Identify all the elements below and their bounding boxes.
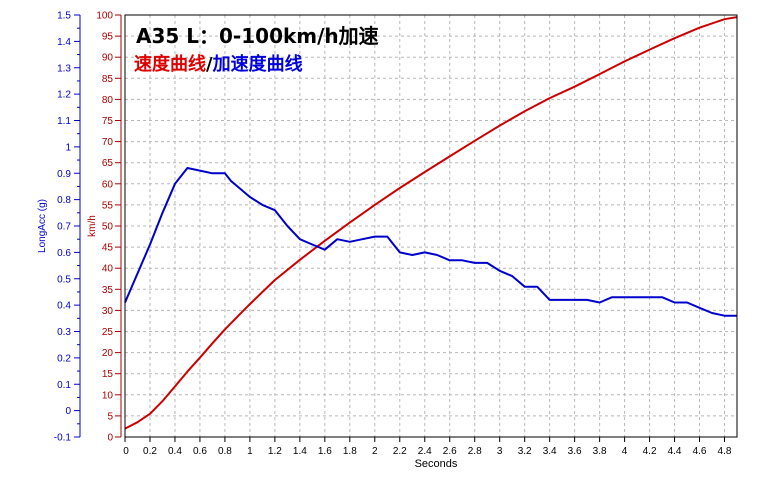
x-axis-tick-label: 4.6 bbox=[693, 446, 707, 457]
left-axis-tick-label: 1.4 bbox=[57, 37, 71, 48]
speed-axis-tick-label: 75 bbox=[102, 116, 114, 127]
x-axis-tick-label: 0 bbox=[123, 446, 129, 457]
x-axis-label: Seconds bbox=[415, 458, 458, 470]
left-axis-tick-label: 0.8 bbox=[57, 195, 71, 206]
speed-axis-tick-label: 90 bbox=[102, 53, 114, 64]
left-axis-tick-label: 1.5 bbox=[57, 11, 71, 22]
x-axis-tick-label: 2.6 bbox=[443, 446, 457, 457]
x-axis-tick-label: 2.8 bbox=[468, 446, 482, 457]
x-axis-tick-label: 4.8 bbox=[718, 446, 732, 457]
x-axis-tick-label: 1.4 bbox=[293, 446, 307, 457]
x-axis-tick-label: 3 bbox=[497, 446, 503, 457]
x-axis: 0 0.2 0.4 0.6 0.8 1 1.2 1.4 1.6 1.8 2 2.2 2.4 2.6 2.8 3… bbox=[123, 437, 732, 457]
left-axis-tick-label: 0.3 bbox=[57, 327, 71, 338]
speed-axis-tick-label: 20 bbox=[102, 348, 114, 359]
speed-axis-tick-label: 45 bbox=[102, 243, 114, 254]
left-axis-tick-label: 0 bbox=[65, 406, 71, 417]
left-axis-tick-label: 1.2 bbox=[57, 90, 71, 101]
speed-axis-tick-label: 60 bbox=[102, 179, 114, 190]
x-axis-tick-label: 4 bbox=[622, 446, 628, 457]
left-axis-label: LongAcc (g) bbox=[37, 199, 48, 253]
speed-axis-tick-label: 50 bbox=[102, 222, 114, 233]
right-axis: 0 5 10 15 20 25 30 35 40 45 50 55 60 65 70 75 80 85 90 95 10… bbox=[96, 11, 122, 444]
x-axis-tick-label: 3.2 bbox=[518, 446, 532, 457]
left-axis-tick-label: 0.2 bbox=[57, 353, 71, 364]
left-axis-tick-label: 0.4 bbox=[57, 301, 71, 312]
left-axis-tick-label: 0.1 bbox=[57, 380, 71, 391]
acceleration-series-line bbox=[124, 167, 737, 317]
x-axis-tick-label: 2.2 bbox=[393, 446, 407, 457]
speed-axis-tick-label: 70 bbox=[102, 137, 114, 148]
x-axis-tick-label: 3.4 bbox=[543, 446, 557, 457]
plot-frame bbox=[124, 14, 738, 438]
x-axis-tick-label: 3.6 bbox=[568, 446, 582, 457]
left-axis: -0.1 0 0.1 0.2 0.3 0.4 0.5 0.6 0.7 0.8 0.9 1 1.1 1.2 1… bbox=[54, 11, 81, 444]
x-axis-tick-label: 4.2 bbox=[643, 446, 657, 457]
x-axis-tick-label: 0.2 bbox=[143, 446, 157, 457]
x-axis-tick-label: 1.6 bbox=[318, 446, 332, 457]
speed-series-line bbox=[124, 16, 738, 430]
speed-axis-tick-label: 95 bbox=[102, 32, 114, 43]
speed-axis-tick-label: 10 bbox=[102, 390, 114, 401]
x-axis-tick-label: 0.8 bbox=[218, 446, 232, 457]
subtitle-separator: / bbox=[206, 54, 213, 75]
x-axis-tick-label: 2 bbox=[372, 446, 378, 457]
left-axis-tick-label: 1.3 bbox=[57, 63, 71, 74]
left-axis-tick-label: 0.5 bbox=[57, 274, 71, 285]
left-axis-tick-label: 0.7 bbox=[57, 222, 71, 233]
speed-axis-tick-label: 25 bbox=[102, 327, 114, 338]
speed-axis-tick-label: 65 bbox=[102, 158, 114, 169]
speed-axis-tick-label: 15 bbox=[102, 369, 114, 380]
left-axis-tick-label: -0.1 bbox=[54, 433, 72, 444]
left-axis-tick-label: 1 bbox=[65, 142, 71, 153]
x-axis-tick-label: 1.2 bbox=[268, 446, 282, 457]
subtitle-acc-label: 加速度曲线 bbox=[212, 53, 303, 75]
speed-axis-tick-label: 80 bbox=[102, 95, 114, 106]
left-axis-tick-label: 0.6 bbox=[57, 248, 71, 259]
x-axis-tick-label: 1 bbox=[247, 446, 253, 457]
x-axis-tick-label: 0.4 bbox=[168, 446, 182, 457]
speed-axis-tick-label: 40 bbox=[102, 264, 114, 275]
series-layer bbox=[124, 16, 738, 430]
speed-axis-tick-label: 55 bbox=[102, 200, 114, 211]
chart-title: A35 L：0-100km/h加速 bbox=[136, 24, 379, 48]
speed-axis-tick-label: 0 bbox=[107, 433, 113, 444]
x-axis-tick-label: 3.8 bbox=[593, 446, 607, 457]
left-axis-tick-label: 1.1 bbox=[57, 116, 71, 127]
speed-axis-tick-label: 85 bbox=[102, 74, 114, 85]
speed-axis-tick-label: 35 bbox=[102, 285, 114, 296]
x-axis-tick-label: 2.4 bbox=[418, 446, 432, 457]
subtitle-speed-label: 速度曲线 bbox=[134, 53, 206, 75]
chart-subtitle: 速度曲线/加速度曲线 bbox=[134, 53, 303, 75]
speed-axis-tick-label: 5 bbox=[107, 411, 113, 422]
grid bbox=[124, 14, 737, 438]
speed-axis-tick-label: 100 bbox=[96, 11, 113, 22]
x-axis-tick-label: 4.4 bbox=[668, 446, 682, 457]
left-axis-tick-label: 0.9 bbox=[57, 169, 71, 180]
x-axis-tick-label: 1.8 bbox=[343, 446, 357, 457]
right-axis-label: km/h bbox=[87, 215, 98, 237]
speed-axis-tick-label: 30 bbox=[102, 306, 114, 317]
x-axis-tick-label: 0.6 bbox=[193, 446, 207, 457]
